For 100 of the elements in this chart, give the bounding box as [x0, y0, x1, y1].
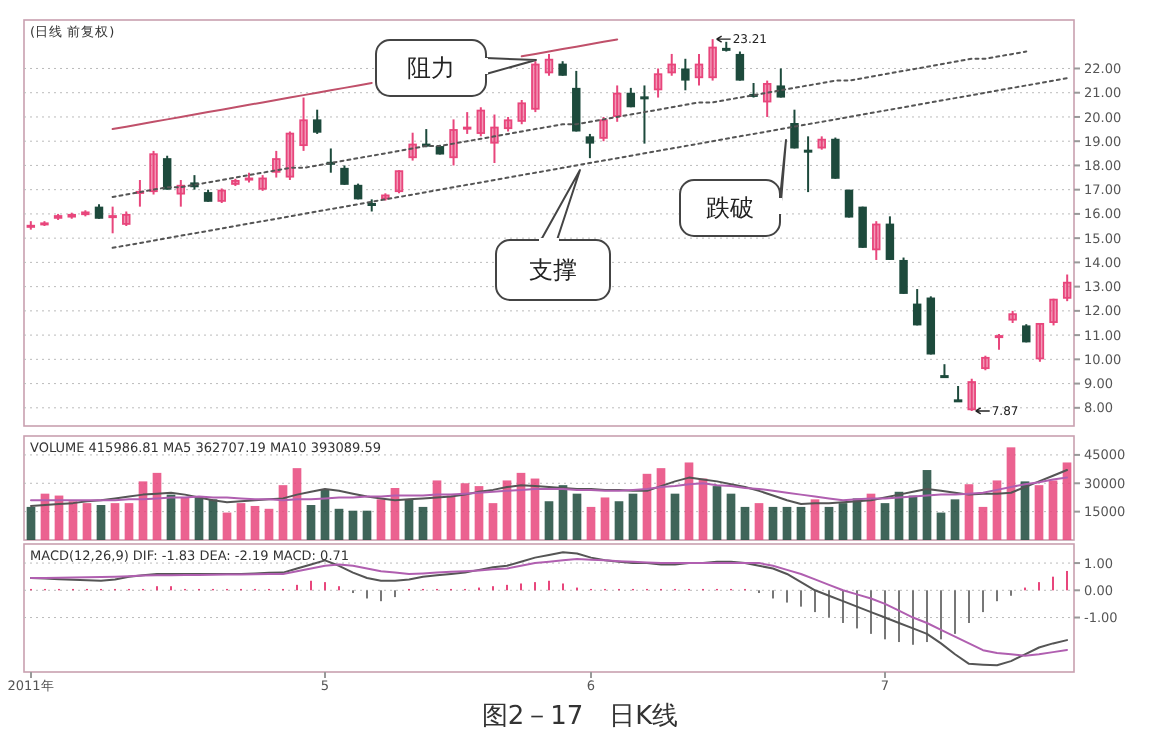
- candlestick: [449, 118, 458, 167]
- bar: [950, 499, 960, 540]
- bar: [250, 505, 260, 540]
- candlestick: [340, 164, 349, 186]
- bar: [124, 503, 134, 540]
- bar: [726, 493, 736, 540]
- candlestick: [817, 135, 826, 151]
- bar: [348, 510, 358, 540]
- bar: [628, 493, 638, 540]
- candlestick: [53, 212, 63, 221]
- candlestick: [858, 205, 867, 249]
- candlestick: [258, 174, 267, 192]
- bar: [796, 506, 806, 540]
- bar: [1048, 480, 1058, 540]
- candlestick: [994, 332, 1004, 351]
- line-series: [30, 476, 1068, 502]
- candlestick: [231, 177, 240, 188]
- candlestick: [981, 354, 990, 372]
- bar: [838, 503, 848, 540]
- bar: [376, 499, 386, 540]
- bar: [1034, 485, 1044, 540]
- candlestick: [81, 209, 90, 218]
- bar: [782, 506, 792, 540]
- bar: [222, 512, 232, 540]
- candlestick: [831, 136, 840, 180]
- candlestick: [585, 132, 595, 160]
- bar: [740, 506, 750, 540]
- candlestick: [653, 67, 663, 99]
- bar: [26, 506, 36, 540]
- candlestick: [681, 57, 690, 92]
- candlestick: [1008, 309, 1017, 324]
- bar: [544, 501, 554, 540]
- candlestick: [517, 98, 526, 126]
- bar: [110, 503, 120, 540]
- candlestick: [967, 377, 976, 412]
- candlestick: [285, 130, 295, 181]
- bar: [306, 505, 316, 540]
- candlestick: [122, 210, 131, 228]
- candlestick: [776, 67, 786, 99]
- candlestick: [872, 220, 881, 261]
- line-series: [30, 469, 1068, 507]
- bar: [1062, 462, 1072, 540]
- bar: [768, 506, 778, 540]
- annotation: 阻力: [407, 54, 455, 82]
- bar: [194, 497, 204, 540]
- candlestick: [272, 149, 281, 179]
- caption: 图2－17 日K线: [481, 702, 679, 732]
- candlestick: [408, 131, 417, 162]
- candlestick: [953, 385, 963, 403]
- candlestick: [490, 113, 499, 165]
- candlestick: [40, 220, 49, 228]
- candlestick: [667, 52, 676, 77]
- candlestick: [1062, 273, 1072, 303]
- bar: [82, 503, 92, 540]
- candlestick: [476, 106, 486, 138]
- candlestick: [531, 60, 540, 114]
- bar: [936, 512, 946, 540]
- candlestick: [67, 211, 76, 220]
- candlestick: [108, 205, 117, 235]
- bar: [404, 499, 414, 540]
- candlestick: [217, 187, 226, 204]
- candlestick: [503, 115, 513, 133]
- candlestick: [790, 108, 799, 150]
- bar: [754, 503, 764, 540]
- bar: [264, 508, 274, 540]
- bar: [712, 486, 722, 540]
- candlestick: [299, 96, 308, 152]
- candlestick: [394, 169, 404, 195]
- candlestick: [885, 215, 895, 261]
- bar: [824, 506, 834, 540]
- candlestick: [1035, 321, 1045, 363]
- bar: [572, 493, 582, 540]
- bar: [334, 508, 344, 540]
- candlestick: [462, 111, 472, 135]
- candlestick: [735, 50, 745, 82]
- line-series: [111, 77, 1069, 249]
- candlestick: [244, 171, 254, 184]
- candlestick: [612, 84, 622, 123]
- bar: [418, 506, 428, 540]
- candlestick: [912, 288, 922, 327]
- candlestick: [1049, 297, 1058, 327]
- candlestick: [544, 52, 554, 77]
- bar: [670, 493, 680, 540]
- candlestick: [899, 256, 908, 295]
- annotation: 跌破: [706, 194, 754, 222]
- candlestick: [149, 149, 158, 196]
- candlestick: [694, 52, 704, 87]
- candlestick: [640, 84, 649, 145]
- candlestick: [708, 38, 717, 82]
- bar: [236, 503, 246, 540]
- bar: [880, 503, 890, 540]
- candlestick: [162, 154, 172, 191]
- bar: [96, 505, 106, 540]
- candlestick: [803, 135, 813, 194]
- candlestick: [844, 188, 854, 219]
- bar: [614, 501, 624, 540]
- bar: [600, 497, 610, 540]
- candlestick: [599, 115, 608, 143]
- bar: [180, 497, 190, 540]
- bar: [586, 506, 596, 540]
